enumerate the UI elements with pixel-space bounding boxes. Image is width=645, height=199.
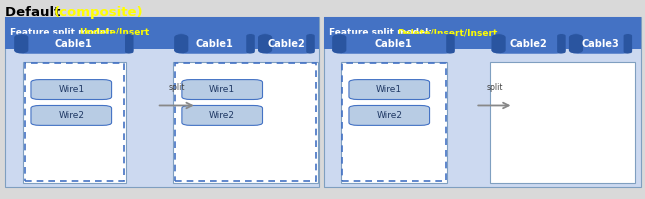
Text: Delete/Insert/Insert: Delete/Insert/Insert xyxy=(397,28,498,37)
Bar xyxy=(324,17,641,49)
Bar xyxy=(5,17,319,49)
FancyBboxPatch shape xyxy=(491,34,566,54)
FancyBboxPatch shape xyxy=(31,80,112,100)
FancyBboxPatch shape xyxy=(182,80,263,100)
Text: Cable1: Cable1 xyxy=(375,39,412,49)
FancyBboxPatch shape xyxy=(31,105,112,125)
FancyBboxPatch shape xyxy=(182,105,263,125)
Text: Feature split model:: Feature split model: xyxy=(329,28,435,37)
FancyBboxPatch shape xyxy=(125,34,134,54)
FancyBboxPatch shape xyxy=(332,34,346,54)
Text: Feature split model:: Feature split model: xyxy=(10,28,116,37)
Text: Wire1: Wire1 xyxy=(58,85,84,94)
Text: Default: Default xyxy=(5,6,65,19)
Text: Wire2: Wire2 xyxy=(58,111,84,120)
Bar xyxy=(25,63,124,181)
FancyBboxPatch shape xyxy=(258,34,315,54)
Bar xyxy=(490,62,635,183)
FancyBboxPatch shape xyxy=(174,34,255,54)
Bar xyxy=(5,17,319,187)
FancyBboxPatch shape xyxy=(306,34,315,54)
Text: split: split xyxy=(486,83,502,92)
Text: Wire2: Wire2 xyxy=(376,111,402,120)
Text: Update/Insert: Update/Insert xyxy=(79,28,149,37)
Text: split: split xyxy=(168,83,185,92)
Bar xyxy=(175,63,316,181)
Text: Cable1: Cable1 xyxy=(55,39,93,49)
FancyBboxPatch shape xyxy=(349,80,430,100)
FancyBboxPatch shape xyxy=(258,34,272,54)
Text: Wire1: Wire1 xyxy=(376,85,402,94)
FancyBboxPatch shape xyxy=(446,34,455,54)
FancyBboxPatch shape xyxy=(624,34,632,54)
FancyBboxPatch shape xyxy=(557,34,566,54)
FancyBboxPatch shape xyxy=(491,34,506,54)
Text: Cable3: Cable3 xyxy=(582,39,619,49)
FancyBboxPatch shape xyxy=(332,34,455,54)
Bar xyxy=(342,63,446,181)
FancyBboxPatch shape xyxy=(569,34,583,54)
FancyBboxPatch shape xyxy=(349,105,430,125)
Bar xyxy=(23,62,126,183)
FancyBboxPatch shape xyxy=(246,34,255,54)
Text: Wire1: Wire1 xyxy=(209,85,235,94)
Text: Cable1: Cable1 xyxy=(195,39,233,49)
Text: Wire2: Wire2 xyxy=(209,111,235,120)
FancyBboxPatch shape xyxy=(174,34,188,54)
FancyBboxPatch shape xyxy=(569,34,632,54)
Text: Cable2: Cable2 xyxy=(268,39,305,49)
Bar xyxy=(341,62,447,183)
Text: (composite): (composite) xyxy=(54,6,144,19)
Bar xyxy=(324,17,641,187)
Text: Cable2: Cable2 xyxy=(510,39,548,49)
FancyBboxPatch shape xyxy=(14,34,28,54)
Bar xyxy=(173,62,318,183)
FancyBboxPatch shape xyxy=(14,34,134,54)
